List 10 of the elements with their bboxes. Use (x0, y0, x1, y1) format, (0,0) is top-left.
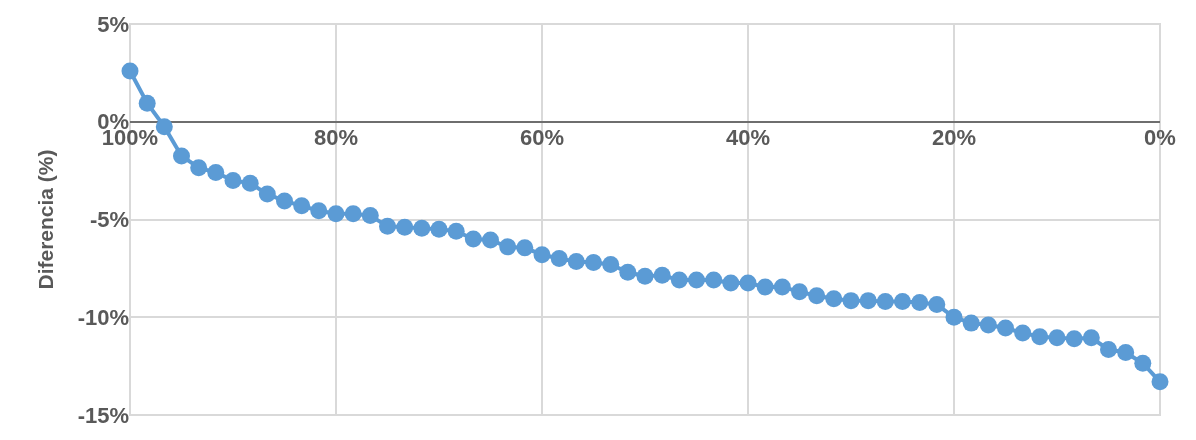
y-tick-label: 5% (97, 11, 129, 37)
x-tick-label: 40% (725, 124, 771, 150)
y-tick-label: -15% (77, 402, 129, 428)
y-axis-title: Diferencia (%) (33, 149, 57, 290)
x-tick-label: 80% (313, 124, 359, 150)
y-tick-label: -10% (77, 304, 129, 330)
x-tick-label: 0% (1144, 124, 1176, 150)
x-tick-label: 20% (931, 124, 977, 150)
x-tick-label: 60% (519, 124, 565, 150)
y-tick-label: -5% (89, 207, 129, 233)
